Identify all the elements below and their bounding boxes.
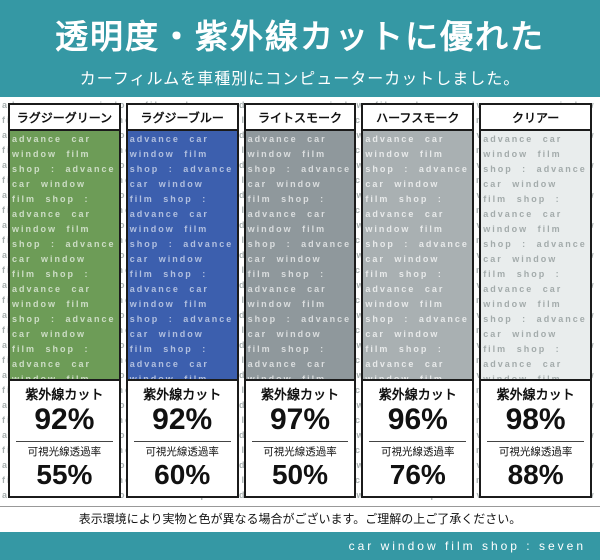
- film-swatch-light-smoke: advance car window film shop : advance c…: [245, 131, 355, 380]
- header-banner: 透明度・紫外線カットに優れた カーフィルムを車種別にコンピューターカットしました…: [0, 0, 600, 97]
- film-name: クリアー: [481, 105, 590, 131]
- film-name: ライトスモーク: [245, 105, 355, 131]
- film-column-luxury-blue: ラグジーブルー advance car window film shop : a…: [125, 103, 239, 498]
- uv-cut-value: 92%: [34, 403, 95, 437]
- uv-cut-label: 紫外線カット: [378, 387, 457, 403]
- footer-bar: car window film shop : seven: [0, 532, 600, 560]
- uv-cut-label: 紫外線カット: [25, 387, 104, 403]
- uv-cut-value: 96%: [387, 403, 448, 437]
- uv-cut-value: 98%: [505, 403, 566, 437]
- film-name: ラグジーグリーン: [10, 105, 119, 131]
- vlt-label: 可視光線透過率: [381, 445, 455, 458]
- divider: [487, 440, 584, 442]
- vlt-value: 76%: [389, 458, 446, 490]
- swatch-watermark: advance car window film shop : advance c…: [129, 134, 234, 380]
- film-stats: 紫外線カット 98% 可視光線透過率 88%: [481, 379, 590, 496]
- uv-cut-label: 紫外線カット: [260, 387, 339, 403]
- swatch-watermark: advance car window film shop : advance c…: [247, 134, 352, 380]
- vlt-label: 可視光線透過率: [498, 445, 573, 458]
- divider: [251, 440, 349, 442]
- film-column-luxury-green: ラグジーグリーン advance car window film shop : …: [8, 103, 121, 498]
- uv-cut-value: 92%: [152, 403, 213, 437]
- film-swatch-luxury-blue: advance car window film shop : advance c…: [127, 131, 237, 380]
- swatch-watermark: advance car window film shop : advance c…: [365, 134, 469, 380]
- divider: [16, 440, 113, 442]
- film-swatch-half-smoke: advance car window film shop : advance c…: [363, 131, 473, 380]
- vlt-value: 88%: [507, 458, 564, 490]
- film-stats: 紫外線カット 92% 可視光線透過率 60%: [127, 379, 237, 496]
- film-column-clear: クリアー advance car window film shop : adva…: [479, 103, 592, 498]
- swatch-watermark: advance car window film shop : advance c…: [483, 134, 587, 380]
- film-swatch-clear: advance car window film shop : advance c…: [481, 131, 590, 380]
- film-stats: 紫外線カット 97% 可視光線透過率 50%: [245, 379, 355, 496]
- vlt-value: 50%: [271, 458, 329, 490]
- uv-cut-label: 紫外線カット: [143, 387, 222, 403]
- film-name: ハーフスモーク: [363, 105, 473, 131]
- film-column-light-smoke: ライトスモーク advance car window film shop : a…: [243, 103, 357, 498]
- film-column-half-smoke: ハーフスモーク advance car window film shop : a…: [361, 103, 475, 498]
- film-samples-area: advance car window film shop : advance c…: [0, 97, 600, 506]
- vlt-value: 55%: [36, 458, 93, 490]
- uv-cut-label: 紫外線カット: [496, 387, 575, 403]
- vlt-label: 可視光線透過率: [27, 445, 102, 458]
- vlt-label: 可視光線透過率: [263, 445, 337, 458]
- uv-cut-value: 97%: [269, 403, 331, 437]
- brand-text: car window film shop : seven: [348, 539, 586, 553]
- disclaimer-text: 表示環境により実物と色が異なる場合がございます。ご理解の上ご了承ください。: [0, 506, 600, 532]
- page-title: 透明度・紫外線カットに優れた: [55, 18, 545, 55]
- film-columns: ラグジーグリーン advance car window film shop : …: [0, 97, 600, 506]
- film-stats: 紫外線カット 96% 可視光線透過率 76%: [363, 379, 473, 496]
- film-stats: 紫外線カット 92% 可視光線透過率 55%: [10, 379, 119, 496]
- vlt-label: 可視光線透過率: [145, 445, 219, 458]
- page-subtitle: カーフィルムを車種別にコンピューターカットしました。: [79, 71, 521, 88]
- film-name: ラグジーブルー: [127, 105, 237, 131]
- divider: [369, 440, 467, 442]
- vlt-value: 60%: [154, 458, 211, 490]
- divider: [133, 440, 231, 442]
- swatch-watermark: advance car window film shop : advance c…: [12, 134, 116, 380]
- film-swatch-luxury-green: advance car window film shop : advance c…: [10, 131, 119, 380]
